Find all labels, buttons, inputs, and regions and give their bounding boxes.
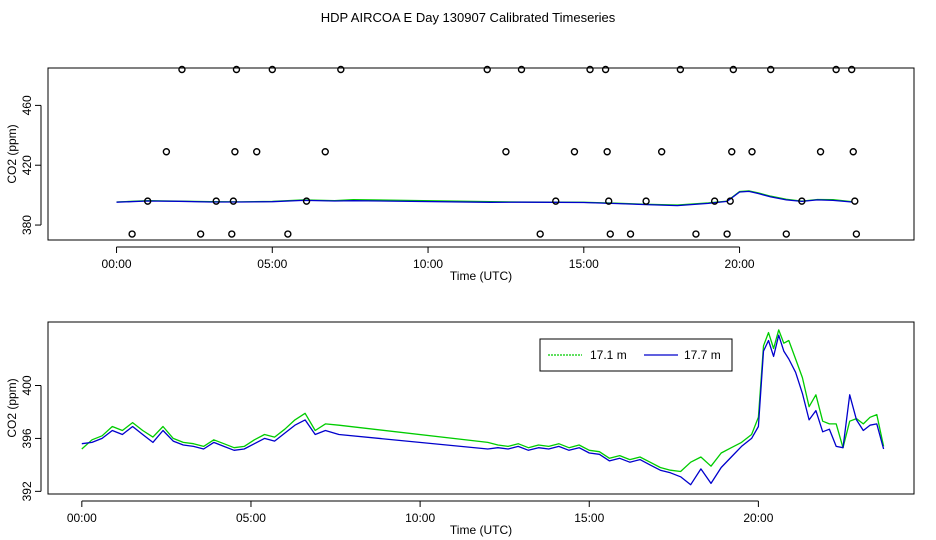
y-tick-label: 460 [20, 95, 34, 115]
y-axis-label: CO2 (ppm) [5, 378, 19, 437]
y-tick-label: 400 [20, 375, 34, 395]
x-tick-label: 00:00 [102, 257, 132, 271]
x-tick-label: 20:00 [725, 257, 755, 271]
scatter-point [729, 65, 738, 74]
series-line-1 [81, 329, 885, 473]
scatter-point [483, 65, 491, 74]
plot-frame [47, 67, 915, 241]
scatter-point [851, 197, 859, 205]
chart-title: HDP AIRCOA E Day 130907 Calibrated Times… [320, 10, 616, 25]
scatter-point [502, 148, 510, 156]
scatter-point [162, 148, 171, 156]
scatter-point [748, 148, 756, 156]
scatter-point [231, 148, 239, 156]
scatter-point [268, 65, 276, 74]
x-tick-label: 20:00 [743, 511, 773, 525]
x-tick-label: 15:00 [569, 257, 599, 271]
x-tick-label: 15:00 [574, 511, 604, 525]
scatter-point [196, 230, 205, 238]
scatter-point [710, 197, 719, 205]
scatter-point [692, 230, 700, 238]
scatter-point [847, 65, 856, 74]
scatter-point [302, 197, 311, 205]
x-axis-label: Time (UTC) [450, 269, 512, 283]
scatter-point [536, 230, 544, 238]
scatter-point [832, 65, 840, 74]
scatter-point [849, 148, 857, 156]
series-line-2 [116, 190, 852, 207]
scatter-point [232, 65, 241, 74]
scatter-point [798, 197, 806, 205]
scatter-point [605, 197, 613, 205]
scatter-point [606, 230, 614, 238]
scatter-point [212, 197, 220, 205]
scatter-point [767, 65, 775, 74]
scatter-point [626, 230, 635, 238]
scatter-point [852, 230, 861, 238]
legend-label-1: 17.1 m [590, 348, 627, 362]
scatter-point [143, 197, 152, 205]
x-tick-label: 10:00 [405, 511, 435, 525]
x-tick-label: 00:00 [67, 511, 97, 525]
scatter-point [782, 230, 790, 238]
x-tick-label: 05:00 [257, 257, 287, 271]
scatter-point [570, 148, 579, 156]
scatter-point [657, 148, 666, 156]
y-axis-label: CO2 (ppm) [5, 124, 19, 183]
y-tick-label: 392 [20, 481, 34, 501]
legend-label-2: 17.7 m [684, 348, 721, 362]
y-tick-label: 380 [20, 215, 34, 235]
scatter-point [816, 148, 825, 156]
plot-frame [47, 321, 915, 495]
scatter-point [726, 197, 734, 205]
scatter-point [603, 148, 611, 156]
x-tick-label: 10:00 [413, 257, 443, 271]
y-tick-label: 420 [20, 155, 34, 175]
scatter-point [229, 197, 238, 205]
bottom-panel: 00:00 05:00 10:00 15:00 20:00 Time (UTC) 392 39… [5, 321, 915, 537]
scatter-point [728, 148, 736, 156]
top-panel: 00:00 05:00 10:00 15:00 20:00 Time (UTC) 380 42… [5, 65, 915, 283]
scatter-point [337, 65, 345, 74]
y-tick-label: 396 [20, 428, 34, 448]
x-tick-label: 05:00 [236, 511, 266, 525]
scatter-point [642, 197, 650, 205]
scatter-point [284, 230, 292, 238]
scatter-point [228, 230, 236, 238]
scatter-point [723, 230, 731, 238]
scatter-point [321, 148, 329, 156]
series-line-2 [81, 334, 885, 486]
scatter-point [601, 65, 610, 74]
scatter-point [178, 65, 186, 74]
scatter-point [586, 65, 594, 74]
scatter-point [676, 65, 685, 74]
scatter-point [128, 230, 136, 238]
series-line-1 [116, 190, 852, 206]
scatter-point [517, 65, 526, 74]
scatter-point [253, 148, 261, 156]
x-axis-label: Time (UTC) [450, 523, 512, 537]
scatter-point [552, 197, 560, 205]
